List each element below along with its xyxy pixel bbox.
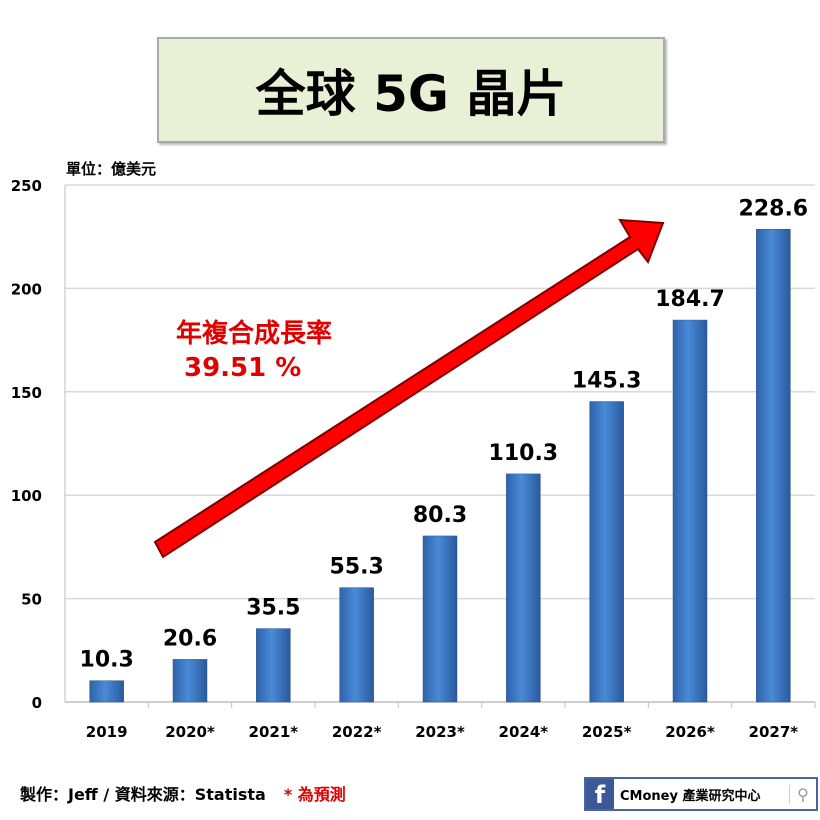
y-tick-label: 200: [11, 280, 42, 298]
data-label: 228.6: [739, 196, 809, 221]
bar-2022: [339, 587, 374, 703]
x-tick-label: 2023*: [415, 723, 465, 741]
bar-2027: [756, 229, 791, 703]
data-label: 10.3: [80, 648, 134, 673]
data-label: 145.3: [572, 369, 642, 394]
bar-2021: [256, 628, 291, 703]
cagr-value: 39.51 %: [184, 353, 302, 383]
y-tick-label: 50: [21, 591, 42, 609]
search-icon[interactable]: ⚲: [789, 784, 816, 804]
badge-text: CMoney 產業研究中心: [620, 788, 761, 804]
y-tick-label: 150: [11, 384, 42, 402]
data-label: 110.3: [489, 441, 559, 466]
source-credit: 製作：Jeff / 資料來源：Statista: [20, 785, 266, 804]
x-tick-label: 2021*: [249, 723, 299, 741]
growth-arrow: [153, 218, 665, 559]
bar-2025: [589, 401, 624, 703]
bar-2019: [89, 680, 124, 703]
y-tick-label: 100: [11, 487, 42, 505]
cmoney-badge[interactable]: f CMoney 產業研究中心 ⚲: [584, 777, 818, 811]
x-tick-label: 2022*: [332, 723, 382, 741]
bar-2020: [172, 659, 208, 703]
bar-2026: [672, 319, 708, 703]
bar-2023: [422, 535, 458, 703]
chart-title: 全球 5G 晶片: [157, 37, 665, 143]
cagr-label: 年複合成長率: [176, 319, 333, 349]
y-tick-label: 0: [32, 694, 42, 712]
data-label: 80.3: [413, 503, 467, 528]
bar-2024: [506, 473, 541, 703]
x-tick-label: 2024*: [499, 723, 549, 741]
cagr-annotation: 年複合成長率 39.51 %: [176, 317, 332, 385]
data-label: 20.6: [163, 626, 217, 651]
x-tick-label: 2026*: [665, 723, 715, 741]
x-tick-label: 2027*: [749, 723, 799, 741]
x-tick-label: 2025*: [582, 723, 632, 741]
data-label: 184.7: [655, 287, 725, 312]
unit-label: 單位：億美元: [66, 160, 157, 178]
forecast-note: * 為預測: [283, 785, 346, 804]
data-label: 35.5: [246, 596, 300, 621]
facebook-icon: f: [586, 779, 614, 809]
x-tick-label: 2020*: [165, 723, 215, 741]
x-tick-label: 2019: [86, 723, 128, 741]
y-tick-label: 250: [11, 177, 42, 195]
footer: 製作：Jeff / 資料來源：Statista * 為預測: [20, 781, 346, 805]
data-label: 55.3: [330, 555, 384, 580]
